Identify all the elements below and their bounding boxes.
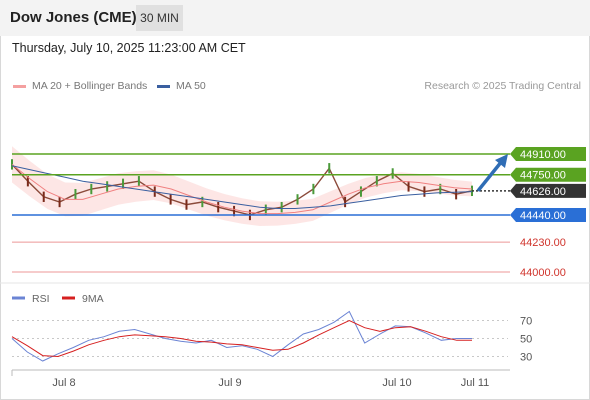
- interval-button[interactable]: 30 MIN: [136, 5, 183, 31]
- instrument-title: Dow Jones (CME): [10, 9, 137, 26]
- forecast-arrowhead: [495, 154, 508, 168]
- rsi-tick-label: 30: [520, 352, 532, 364]
- research-credit: Research © 2025 Trading Central: [424, 80, 581, 92]
- rsi-legend-label: RSI: [32, 293, 50, 305]
- bollinger-band: [12, 146, 472, 226]
- rsi-ma-line: [11, 319, 472, 358]
- rsi-tick-label: 70: [520, 316, 532, 328]
- timestamp: Thursday, July 10, 2025 11:23:00 AM CET: [12, 41, 246, 55]
- level-label: 44910.00: [520, 149, 566, 161]
- level-tag: [510, 167, 586, 182]
- level-tag: [510, 207, 586, 222]
- level-tag: [510, 147, 586, 161]
- bollinger-legend-swatch: [13, 85, 26, 88]
- rsi-line: [11, 310, 472, 362]
- level-label: 44626.00: [520, 186, 566, 198]
- ma50-legend-label: MA 50: [176, 80, 206, 92]
- bollinger-legend-label: MA 20 + Bollinger Bands: [32, 80, 148, 92]
- level-tag: [510, 183, 586, 198]
- forecast-arrow: [476, 159, 504, 192]
- ma50-legend-swatch: [157, 85, 170, 88]
- level-label: 44750.00: [520, 170, 566, 182]
- ma20-line: [11, 164, 473, 215]
- x-tick-label: Jul 10: [382, 377, 411, 389]
- x-tick-label: Jul 8: [52, 377, 75, 389]
- level-label: 44440.00: [520, 210, 566, 222]
- ma50-line: [11, 165, 473, 209]
- title-bar: [0, 0, 590, 36]
- level-label: 44230.00: [520, 237, 566, 249]
- rsi-tick-label: 50: [520, 334, 532, 346]
- level-label: 44000.00: [520, 267, 566, 279]
- x-tick-label: Jul 9: [218, 377, 241, 389]
- price-line: [11, 163, 473, 216]
- rsi-ma-legend-label: 9MA: [82, 293, 104, 305]
- x-tick-label: Jul 11: [461, 377, 490, 389]
